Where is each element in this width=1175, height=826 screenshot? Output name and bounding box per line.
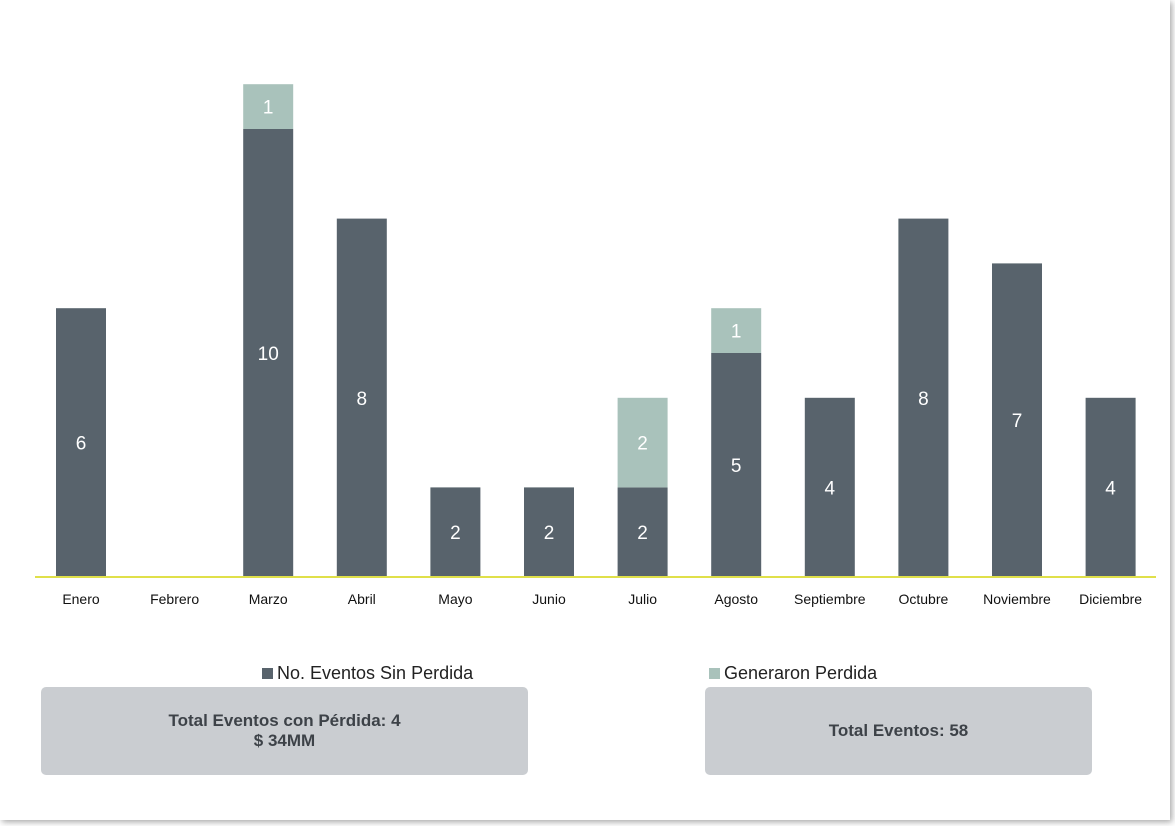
tick-label-septiembre: Septiembre (794, 591, 866, 607)
legend-swatch-sin-perdida (262, 668, 273, 679)
data-label-julio-series2: 2 (637, 434, 648, 455)
bar-octubre-series1 (898, 218, 949, 577)
total-events: Total Eventos: 58 (828, 721, 969, 740)
bar-julio-series1 (617, 487, 668, 577)
bar-diciembre-series1 (1085, 397, 1136, 577)
data-label-noviembre-series1: 7 (1012, 411, 1023, 432)
tick-label-octubre: Octubre (898, 591, 948, 607)
loss-summary-box: Total Eventos con Pérdida: 4 $ 34MM (41, 687, 528, 775)
tick-label-enero: Enero (62, 591, 100, 607)
legend-label-sin-perdida: No. Eventos Sin Perdida (277, 663, 474, 683)
data-label-mayo-series1: 2 (450, 523, 461, 544)
data-label-agosto-series1: 5 (731, 456, 742, 477)
legend-swatch-generaron-perdida (709, 668, 720, 679)
data-label-septiembre-series1: 4 (825, 478, 836, 499)
tick-label-diciembre: Diciembre (1079, 591, 1142, 607)
data-label-julio-series1: 2 (637, 523, 648, 544)
bar-septiembre-series1 (804, 397, 855, 577)
bar-marzo-series2 (243, 84, 294, 129)
legend-label-generaron-perdida: Generaron Perdida (724, 663, 878, 683)
legend-item-sin-perdida: No. Eventos Sin Perdida (262, 663, 473, 684)
data-label-junio-series1: 2 (544, 523, 555, 544)
bar-agosto-series1 (711, 353, 762, 577)
tick-label-mayo: Mayo (438, 591, 472, 607)
data-label-enero-series1: 6 (76, 434, 87, 455)
data-label-octubre-series1: 8 (918, 389, 929, 410)
tick-label-febrero: Febrero (150, 591, 199, 607)
bar-mayo-series1 (430, 487, 481, 577)
data-label-marzo-series2: 1 (263, 98, 274, 119)
stacked-bar-chart: 6 10 1 8 2 2 2 2 5 1 4 8 7 4 Enero Febrero Marzo Abril May… (35, 84, 1156, 607)
tick-label-abril: Abril (348, 591, 376, 607)
tick-label-junio: Junio (532, 591, 566, 607)
bar-noviembre-series1 (992, 263, 1042, 577)
data-label-diciembre-series1: 4 (1105, 478, 1116, 499)
tick-label-agosto: Agosto (714, 591, 758, 607)
tick-label-marzo: Marzo (249, 591, 288, 607)
bar-julio-series2 (617, 397, 668, 488)
loss-events-total: Total Eventos con Pérdida: 4 (168, 711, 401, 730)
bar-junio-series1 (524, 487, 574, 577)
data-label-abril-series1: 8 (357, 389, 368, 410)
tick-label-noviembre: Noviembre (983, 591, 1051, 607)
legend-item-generaron-perdida: Generaron Perdida (709, 663, 877, 684)
data-label-marzo-series1: 10 (258, 344, 279, 365)
total-events-box: Total Eventos: 58 (705, 687, 1092, 775)
bar-abril-series1 (336, 218, 387, 577)
bar-agosto-series2 (711, 308, 762, 353)
bar-enero-series1 (56, 308, 106, 577)
bar-marzo-series1 (243, 129, 294, 577)
loss-amount: $ 34MM (253, 731, 316, 750)
data-label-agosto-series2: 1 (731, 322, 742, 343)
tick-label-julio: Julio (628, 591, 657, 607)
